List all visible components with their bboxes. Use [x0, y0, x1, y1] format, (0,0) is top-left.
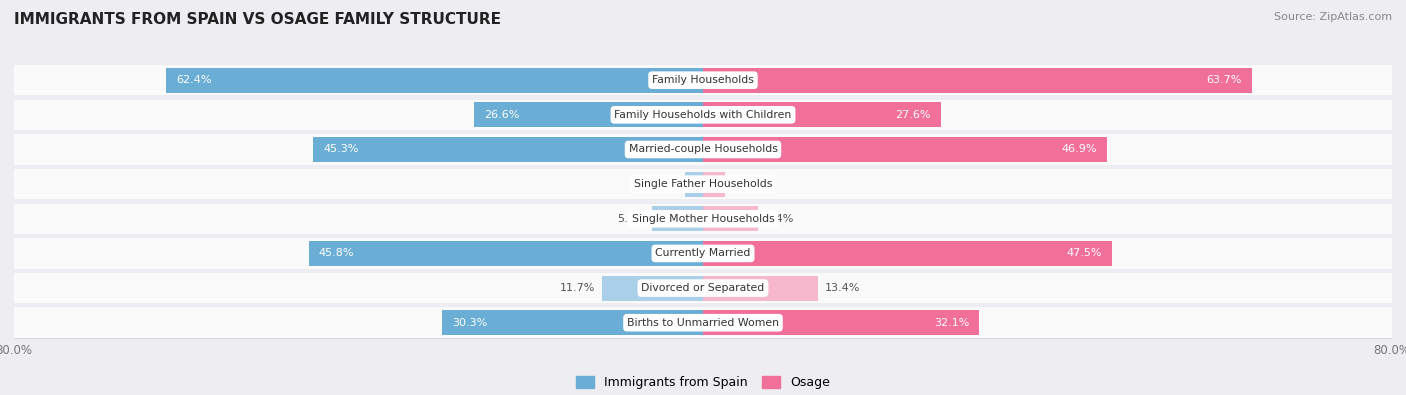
Bar: [14, 169, 1392, 199]
Text: IMMIGRANTS FROM SPAIN VS OSAGE FAMILY STRUCTURE: IMMIGRANTS FROM SPAIN VS OSAGE FAMILY ST…: [14, 12, 501, 27]
Text: 46.9%: 46.9%: [1062, 145, 1097, 154]
Text: 11.7%: 11.7%: [560, 283, 595, 293]
Text: 26.6%: 26.6%: [484, 110, 520, 120]
Text: 63.7%: 63.7%: [1206, 75, 1241, 85]
Bar: [703, 310, 980, 335]
Text: 13.4%: 13.4%: [825, 283, 860, 293]
Text: 45.3%: 45.3%: [323, 145, 359, 154]
Bar: [14, 134, 1392, 165]
Bar: [14, 203, 1392, 234]
Bar: [14, 238, 1392, 269]
Text: Family Households with Children: Family Households with Children: [614, 110, 792, 120]
Bar: [703, 206, 758, 231]
Text: Births to Unmarried Women: Births to Unmarried Women: [627, 318, 779, 328]
Bar: [14, 273, 1392, 303]
Bar: [703, 276, 818, 301]
Text: 32.1%: 32.1%: [934, 318, 969, 328]
Text: 2.1%: 2.1%: [650, 179, 678, 189]
Bar: [14, 100, 1392, 130]
Text: 5.9%: 5.9%: [617, 214, 645, 224]
Bar: [703, 137, 1107, 162]
Text: Currently Married: Currently Married: [655, 248, 751, 258]
Bar: [14, 307, 1392, 338]
Text: 27.6%: 27.6%: [894, 110, 931, 120]
Bar: [308, 241, 703, 266]
Text: Source: ZipAtlas.com: Source: ZipAtlas.com: [1274, 12, 1392, 22]
Bar: [652, 206, 703, 231]
Bar: [703, 172, 724, 197]
Text: 45.8%: 45.8%: [319, 248, 354, 258]
Text: Family Households: Family Households: [652, 75, 754, 85]
Bar: [703, 241, 1112, 266]
Bar: [314, 137, 703, 162]
Bar: [685, 172, 703, 197]
Bar: [166, 68, 703, 93]
Bar: [703, 68, 1251, 93]
Bar: [703, 102, 941, 127]
Text: 62.4%: 62.4%: [176, 75, 211, 85]
Bar: [441, 310, 703, 335]
Text: 47.5%: 47.5%: [1066, 248, 1102, 258]
Text: 6.4%: 6.4%: [765, 214, 793, 224]
Bar: [602, 276, 703, 301]
Text: Single Father Households: Single Father Households: [634, 179, 772, 189]
Text: Single Mother Households: Single Mother Households: [631, 214, 775, 224]
Bar: [14, 65, 1392, 96]
Bar: [474, 102, 703, 127]
Text: 30.3%: 30.3%: [453, 318, 488, 328]
Text: 2.5%: 2.5%: [731, 179, 759, 189]
Text: Married-couple Households: Married-couple Households: [628, 145, 778, 154]
Legend: Immigrants from Spain, Osage: Immigrants from Spain, Osage: [571, 371, 835, 394]
Text: Divorced or Separated: Divorced or Separated: [641, 283, 765, 293]
